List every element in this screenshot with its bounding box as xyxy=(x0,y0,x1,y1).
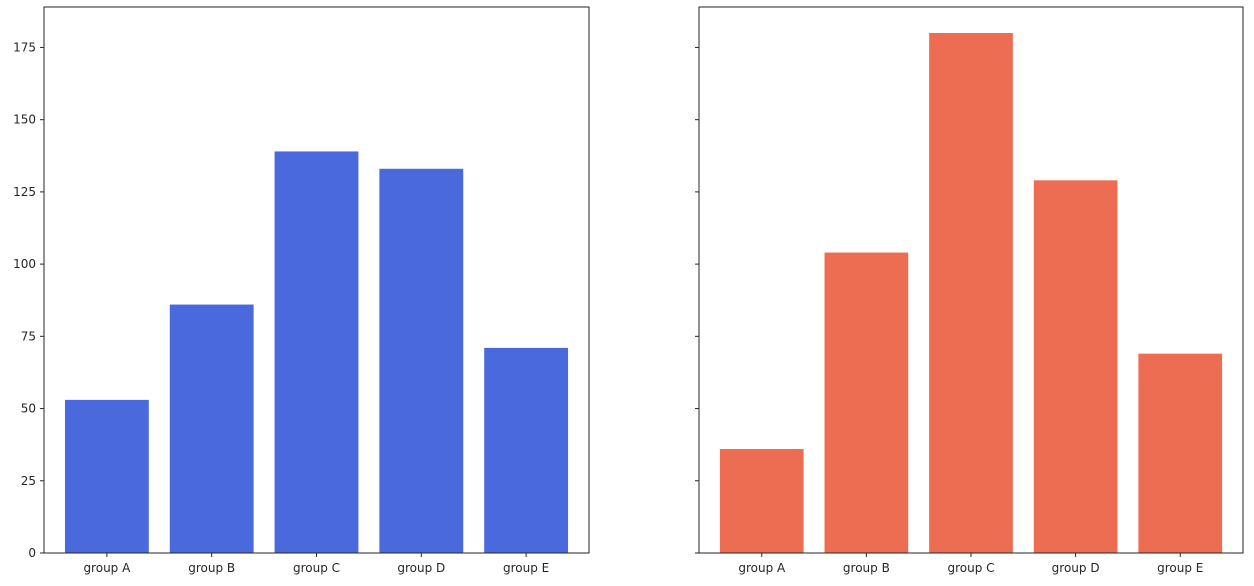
x-tick-label: group C xyxy=(293,561,340,575)
bar-group-c xyxy=(929,33,1013,553)
x-tick-label: group C xyxy=(947,561,994,575)
y-tick-label: 175 xyxy=(13,40,36,54)
left-bar-chart: group A group B group C group D group E 0 25 50… xyxy=(13,6,590,575)
y-tick-label: 50 xyxy=(21,402,36,416)
bar-group-e xyxy=(1138,353,1223,553)
y-tick-label: 150 xyxy=(13,113,36,127)
axes-frame xyxy=(698,6,1244,554)
bar-group-a xyxy=(719,449,804,553)
x-tick-label: group A xyxy=(83,561,131,575)
bar-group-d xyxy=(379,168,464,553)
x-tick-label: group B xyxy=(843,561,890,575)
right-bar-chart: group A group B group C group D group E xyxy=(695,6,1244,575)
x-tick-label: group E xyxy=(1157,561,1203,575)
y-tick-label: 100 xyxy=(13,257,36,271)
x-tick-label: group A xyxy=(738,561,786,575)
x-tick-label: group D xyxy=(1052,561,1100,575)
bar-group-a xyxy=(64,399,149,553)
axes-frame xyxy=(43,6,590,554)
y-tick-label: 25 xyxy=(21,474,36,488)
x-tick-label: group B xyxy=(188,561,235,575)
bar-group-d xyxy=(1033,180,1118,553)
x-tick-label: group D xyxy=(397,561,445,575)
y-tick-label: 75 xyxy=(21,329,36,343)
y-tick-label: 125 xyxy=(13,185,36,199)
bar-group-e xyxy=(484,347,569,553)
bar-group-b xyxy=(824,252,909,553)
bar-group-b xyxy=(169,304,254,553)
y-tick-label: 0 xyxy=(28,546,36,560)
bar-group-c xyxy=(274,151,359,553)
x-tick-label: group E xyxy=(503,561,549,575)
